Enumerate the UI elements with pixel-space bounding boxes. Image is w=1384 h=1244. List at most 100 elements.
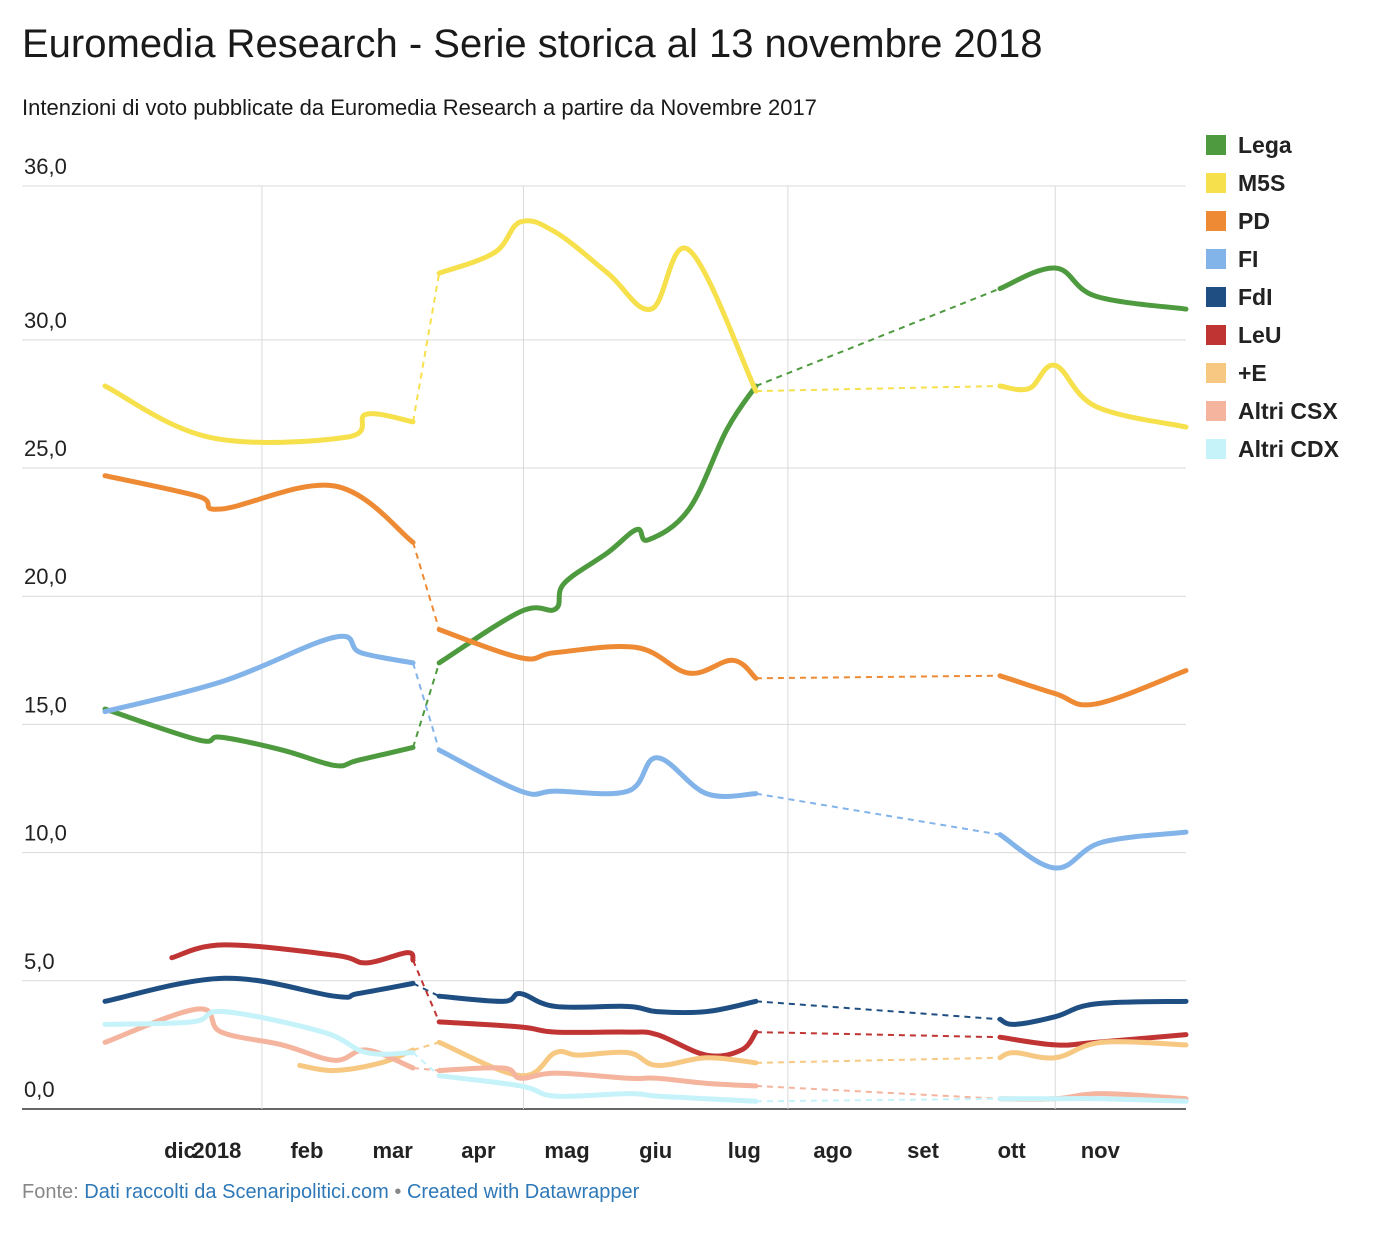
series-gap-connector [412, 1041, 440, 1051]
series-line-m5s [997, 362, 1189, 430]
y-tick-label: 10,0 [24, 821, 67, 846]
y-tick-label: 0,0 [24, 1077, 55, 1102]
legend-item-fdi: FdI [1206, 278, 1339, 316]
series-gap-connector [412, 272, 441, 423]
legend-label: M5S [1238, 169, 1286, 196]
series-line-fi [436, 747, 759, 799]
x-tick-label: feb [290, 1138, 323, 1163]
series-line-lega [436, 383, 759, 666]
y-tick-label: 30,0 [24, 308, 67, 333]
y-tick-label: 25,0 [24, 436, 67, 461]
x-tick-label: 2018 [192, 1138, 241, 1163]
series-fdi [102, 975, 1189, 1027]
series-line-m5s [102, 383, 416, 445]
y-axis-ticks: 0,0 5,0 10,0 15,0 20,0 25,0 30,0 36,0 [24, 154, 67, 1102]
x-tick-label: dic [164, 1138, 196, 1163]
series-line-altri-cdx [102, 1008, 416, 1057]
legend-swatch [1206, 287, 1226, 307]
x-tick-label: ago [813, 1138, 852, 1163]
legend-label: Lega [1238, 131, 1292, 158]
legend-label: LeU [1238, 321, 1282, 348]
legend-label: FI [1238, 245, 1259, 272]
series-line-fdi [102, 975, 416, 1004]
series-gap-connector [412, 662, 441, 751]
series-line-altri-cdx [436, 1073, 759, 1104]
legend-item-m5s: M5S [1206, 164, 1339, 202]
legend-label: FdI [1238, 283, 1273, 310]
series-gap-connector [755, 1000, 1001, 1021]
series-pd [102, 473, 1189, 708]
legend-item-altri-cdx: Altri CDX [1206, 430, 1339, 468]
series-line-e [997, 1039, 1189, 1061]
x-tick-label: lug [728, 1138, 761, 1163]
series-line-fi [102, 633, 416, 715]
legend-label: +E [1238, 359, 1267, 386]
legend-label: PD [1238, 207, 1270, 234]
series-line-leu [997, 1032, 1189, 1048]
chart-series [102, 218, 1189, 1104]
series-line-pd [436, 627, 759, 681]
series-gap-connector [755, 1097, 1001, 1103]
legend-swatch [1206, 363, 1226, 383]
series-gap-connector [412, 1066, 440, 1072]
series-line-leu [169, 942, 416, 966]
legend-swatch [1206, 439, 1226, 459]
series-line-fdi [997, 998, 1189, 1027]
series-gap-connector [755, 792, 1001, 836]
source-link[interactable]: Dati raccolti da Scenaripolitici.com [84, 1181, 389, 1203]
chart-grid [22, 185, 1186, 1110]
legend-item-fi: FI [1206, 240, 1339, 278]
series-line-m5s [436, 218, 759, 394]
chart-footer: Fonte: Dati raccolti da Scenaripolitici.… [22, 1181, 639, 1204]
series-gap-connector [412, 959, 441, 1023]
series-m5s [102, 218, 1189, 445]
chart-title: Euromedia Research - Serie storica al 13… [22, 22, 1043, 66]
series-lega [102, 265, 1189, 769]
chart-subtitle: Intenzioni di voto pubblicate da Euromed… [22, 95, 817, 120]
y-tick-label: 36,0 [24, 154, 67, 179]
series-line-fi [997, 829, 1189, 871]
series-line-fdi [436, 991, 759, 1016]
y-tick-label: 5,0 [24, 949, 55, 974]
y-tick-label: 15,0 [24, 692, 67, 717]
legend-label: Altri CDX [1238, 435, 1339, 462]
series-gap-connector [755, 1031, 1001, 1039]
legend-item-altri-csx: Altri CSX [1206, 392, 1339, 430]
series-line-lega [997, 265, 1189, 312]
legend-swatch [1206, 211, 1226, 231]
series-gap-connector [755, 674, 1001, 680]
series-line-pd [997, 668, 1189, 708]
legend-swatch [1206, 173, 1226, 193]
series-leu [169, 942, 1189, 1059]
series-gap-connector [755, 1056, 1001, 1064]
x-tick-label: set [907, 1138, 939, 1163]
legend-item-e: +E [1206, 354, 1339, 392]
x-tick-label: nov [1081, 1138, 1121, 1163]
x-tick-label: ott [998, 1138, 1027, 1163]
legend-item-lega: Lega [1206, 126, 1339, 164]
legend-item-leu: LeU [1206, 316, 1339, 354]
series-line-e [436, 1039, 759, 1079]
x-tick-label: apr [461, 1138, 496, 1163]
series-gap-connector [755, 287, 1001, 387]
legend-label: Altri CSX [1238, 397, 1338, 424]
y-tick-label: 20,0 [24, 564, 67, 589]
legend-item-pd: PD [1206, 202, 1339, 240]
series-gap-connector [412, 982, 440, 998]
chart-legend: Lega M5S PD FI FdI LeU +E Altri CSX Altri CDX [1206, 126, 1339, 468]
series-line-altri-cdx [997, 1096, 1189, 1104]
source-label: Fonte: [22, 1181, 79, 1203]
series-gap-connector [412, 542, 441, 630]
legend-swatch [1206, 325, 1226, 345]
series-gap-connector [412, 1051, 440, 1077]
series-line-altri-csx [436, 1065, 759, 1089]
series-fi [102, 633, 1189, 871]
legend-swatch [1206, 249, 1226, 269]
series-gap-connector [755, 1084, 1001, 1100]
legend-swatch [1206, 135, 1226, 155]
legend-swatch [1206, 401, 1226, 421]
series-line-lega [102, 706, 416, 769]
datawrapper-credit-link[interactable]: Created with Datawrapper [406, 1181, 640, 1203]
